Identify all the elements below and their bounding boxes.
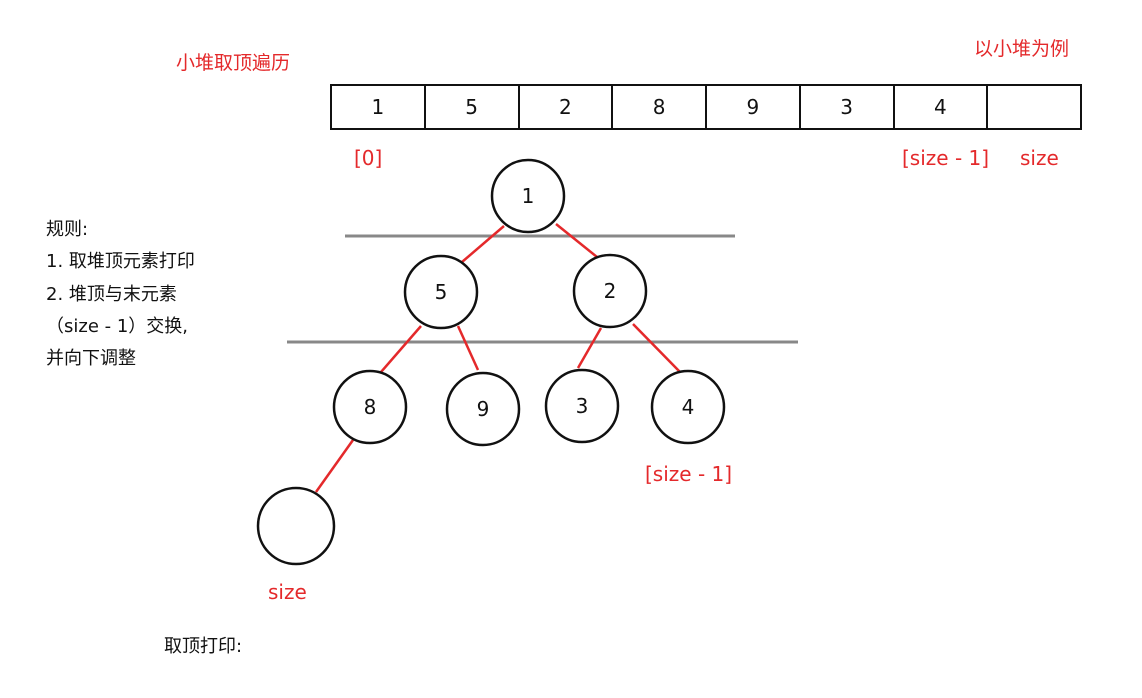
tree-node-5: 3 [544, 368, 620, 444]
tree-node-1: 5 [403, 254, 479, 330]
tree-node-2: 2 [572, 253, 648, 329]
rules-step-2a: 2. 堆顶与末元素 [46, 283, 177, 305]
tree-edge-5-8 [380, 325, 422, 373]
array-cell-0: 1 [332, 86, 426, 128]
array-cell-3: 8 [613, 86, 707, 128]
rules-heading: 规则: [46, 219, 89, 240]
tree-node-0-value: 1 [522, 184, 535, 208]
tree-node-5-value: 3 [576, 394, 589, 418]
array-cell-6: 4 [895, 86, 989, 128]
heap-array: 1 5 2 8 9 3 4 [330, 84, 1082, 130]
tree-edge-8-empty [314, 439, 355, 493]
diagram-title: 小堆取顶遍历 [176, 52, 291, 74]
tree-last-index-label: [size - 1] [645, 462, 733, 486]
tree-node-3: 8 [332, 369, 408, 445]
array-cell-1: 5 [426, 86, 520, 128]
array-cell-2: 2 [520, 86, 614, 128]
tree-node-7 [256, 486, 336, 566]
tree-edge-2-4 [632, 323, 681, 373]
tree-size-label: size [268, 580, 307, 604]
rules-block: 规则: 1. 取堆顶元素打印 2. 堆顶与末元素 （size - 1）交换, 并… [46, 218, 195, 379]
example-note: 以小堆为例 [974, 38, 1070, 60]
array-size-label: size [1020, 146, 1059, 170]
tree-node-2-value: 2 [604, 279, 617, 303]
print-output-label: 取顶打印: [164, 636, 243, 657]
array-index-first: [0] [354, 146, 383, 170]
tree-node-1-value: 5 [435, 280, 448, 304]
tree-node-6-value: 4 [682, 395, 695, 419]
rules-step-2c: 并向下调整 [46, 348, 136, 370]
array-index-last: [size - 1] [902, 146, 990, 170]
tree-node-0: 1 [490, 158, 566, 234]
array-cell-5: 3 [801, 86, 895, 128]
tree-node-4: 9 [445, 371, 521, 447]
tree-edge-5-9 [456, 325, 480, 371]
tree-edge-1-2 [555, 223, 598, 258]
tree-node-6: 4 [650, 369, 726, 445]
rules-step-2b: （size - 1）交换, [46, 315, 189, 337]
tree-node-4-value: 9 [477, 397, 490, 421]
rules-step-1: 1. 取堆顶元素打印 [46, 251, 195, 273]
tree-edge-2-3 [576, 327, 603, 369]
tree-node-3-value: 8 [364, 395, 377, 419]
tree-edge-1-5 [461, 225, 505, 263]
array-cell-4: 9 [707, 86, 801, 128]
